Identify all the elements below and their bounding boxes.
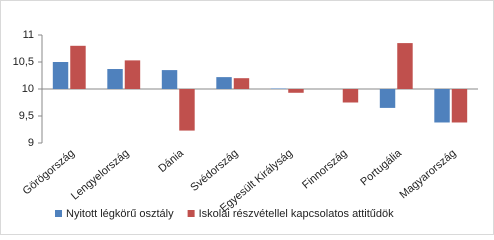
bar [161,70,178,89]
y-tick-label: 9 [28,137,34,149]
bar [233,78,250,89]
bar [270,88,287,89]
bar [379,89,396,108]
legend-swatch [55,210,62,217]
legend-label: Iskolai részvétellel kapcsolatos attitűd… [199,208,395,220]
bar [179,89,195,131]
bar [216,77,232,89]
legend-label: Nyitott légkörű osztály [66,208,174,220]
y-tick-label: 10 [22,83,34,95]
bar [52,62,69,89]
bar [451,89,468,123]
bar [397,43,413,89]
y-tick-label: 9,5 [19,110,34,122]
bar [70,45,86,89]
y-tick-label: 11 [23,29,34,41]
bar [107,69,123,89]
bar [124,60,141,89]
legend-swatch [187,210,195,217]
bar [434,89,450,123]
bar [288,89,304,93]
y-tick-label: 10,5 [13,56,34,68]
chart-frame [0,0,494,235]
bar [342,89,359,103]
